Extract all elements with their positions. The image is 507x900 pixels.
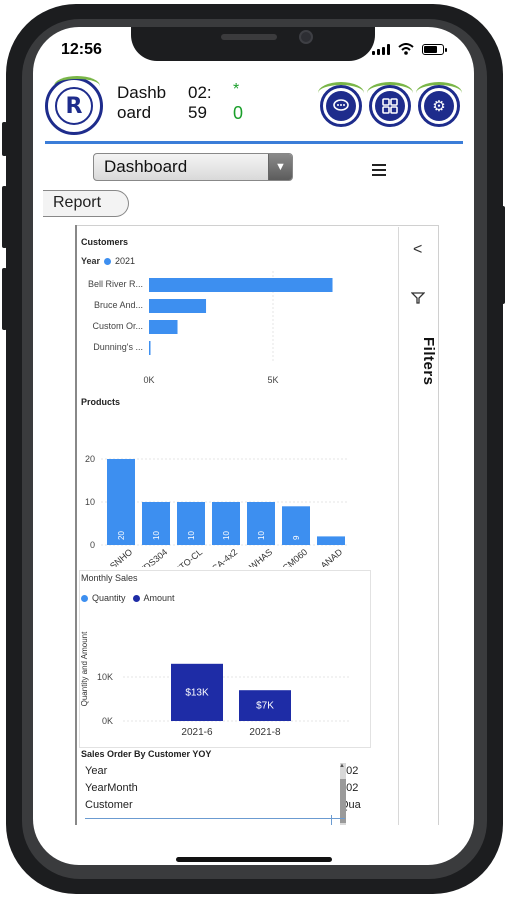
side-button-volume-up [2,186,7,248]
signal-icon [372,43,390,55]
data-label: 10 [152,531,161,540]
header-divider [45,141,463,144]
chevron-down-icon[interactable]: ▼ [268,154,292,180]
report-button[interactable]: Report [43,190,129,217]
category-label: SNHO [108,547,134,567]
bar [247,502,275,545]
bar [107,459,135,545]
category-label: Dunning's ... [93,342,143,352]
category-label: WHAS [247,547,274,567]
front-camera [299,30,313,44]
header-counter: 0 [233,103,244,123]
side-button-mute [2,122,7,156]
battery-icon [422,43,447,55]
bar [171,663,223,721]
tick-label: 0 [90,540,95,550]
side-button-volume-down [2,268,7,330]
bar [149,278,333,292]
category-label: Bruce And... [94,300,143,310]
notch [131,27,375,61]
filters-label: Filters [420,337,437,386]
category-label: TUCA-4x2 [201,547,240,567]
app-header: R Dashb oard 02: 59 * 0 ⚙ [33,73,474,141]
dashboard-dropdown[interactable]: Dashboard ▼ [93,153,293,181]
category-label: Custom Or... [92,321,143,331]
app-screen: 12:56 R Dashb oard 02: 59 * 0 [33,27,474,865]
tick-label: 10 [85,497,95,507]
bar [282,506,310,545]
monthly-chart: 10K 0K Quantity and Amount $13K 2021-6 $7K 202… [80,631,349,738]
status-icons [372,43,447,55]
customers-chart: Bell River R... Bruce And... Custom Or... D… [88,271,333,385]
side-button-power [500,206,505,304]
products-title: Products [81,397,121,407]
bar [149,299,207,313]
menu-icon[interactable] [372,164,386,176]
tick-label: 20 [85,454,95,464]
legend-item: 2021 [115,256,136,266]
chat-button[interactable] [318,82,364,127]
header-star: * [233,81,240,98]
logo-arc [54,76,100,96]
table-scrollbar[interactable] [340,763,346,825]
tick-label: 10K [97,672,113,682]
data-label: 9 [292,535,301,540]
bar [177,502,205,545]
category-label: ANAD [319,547,345,567]
header-timer: 02: 59 [188,83,212,122]
table-row-label: Customer [85,799,133,811]
legend-dot [104,257,112,265]
monthly-frame [79,570,371,748]
app-logo[interactable]: R [45,76,103,135]
data-label: $7K [256,701,274,712]
monthly-legend: Quantity Amount [81,593,175,603]
data-label: 20 [117,531,126,540]
data-label: 10 [257,531,266,540]
tick-label: 0K [143,375,154,385]
tick-label: 5K [267,375,278,385]
header-title: Dashb oard [117,83,167,122]
sales-order-title: Sales Order By Customer YOY [81,749,212,759]
data-label: 10 [187,531,196,540]
status-time: 12:56 [61,41,102,58]
legend-title: Year [81,256,101,266]
category-label: TRTO-CL [168,547,204,567]
table-column-line [331,815,332,825]
bar [142,502,170,545]
customers-legend: Year 2021 [81,256,135,266]
category-label: 2021-6 [181,727,213,738]
y-axis-label: Quantity and Amount [80,631,89,706]
wifi-icon [398,43,414,55]
apps-button[interactable] [367,82,413,127]
bar [149,320,178,334]
speaker [221,34,277,40]
bar [317,536,345,545]
settings-button[interactable]: ⚙ [416,82,462,127]
category-label: BCM060 [276,547,309,567]
data-label: 10 [222,531,231,540]
panel-left-edge [75,225,77,825]
table-divider [85,818,345,819]
tick-label: 0K [102,716,113,726]
bar [239,690,291,721]
chevron-left-icon[interactable]: < [413,241,423,258]
sales-order-table: Year 202 YearMonth 202 Customer Qua [83,763,403,825]
data-label: $13K [185,687,209,698]
monthly-title: Monthly Sales [81,573,138,583]
bar [212,502,240,545]
category-label: 2021-8 [249,727,281,738]
table-row-label: YearMonth [85,782,138,794]
table-row-label: Year [85,765,108,777]
category-label: TDS304 [138,547,170,567]
home-indicator[interactable] [176,857,332,862]
bar [149,341,151,355]
scroll-up-icon[interactable]: ▲ [339,763,345,769]
filters-pane[interactable]: < Filters [398,227,438,825]
filter-icon[interactable] [410,291,426,308]
category-label: Bell River R... [88,279,143,289]
products-chart: 20 10 0 20 SNHO 10 TDS304 10 TRTO-CL 10 TUCA-4x2 10… [85,454,349,567]
customers-title: Customers [81,237,129,247]
dropdown-value: Dashboard [104,157,188,176]
